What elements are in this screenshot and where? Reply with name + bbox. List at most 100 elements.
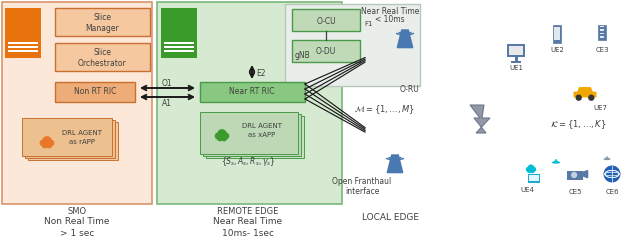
Circle shape — [531, 169, 534, 173]
Bar — [55, 82, 135, 102]
Bar — [8, 42, 38, 44]
Circle shape — [588, 94, 595, 101]
Bar — [528, 174, 540, 183]
Text: $\mathcal{K} = \{1,\ldots,K\}$: $\mathcal{K} = \{1,\ldots,K\}$ — [550, 119, 606, 131]
Bar — [200, 112, 298, 154]
Bar — [164, 50, 194, 52]
Circle shape — [223, 133, 229, 139]
Text: DRL AGENT: DRL AGENT — [62, 130, 102, 136]
Text: interface: interface — [345, 186, 379, 195]
Circle shape — [526, 167, 531, 172]
Circle shape — [40, 140, 46, 146]
Bar — [598, 25, 605, 40]
Text: UE1: UE1 — [509, 65, 523, 71]
Text: A1: A1 — [162, 99, 172, 108]
Text: as rAPP: as rAPP — [69, 139, 95, 145]
Circle shape — [555, 159, 557, 161]
Bar — [285, 4, 420, 86]
Text: SMO: SMO — [67, 207, 86, 216]
Bar — [553, 25, 561, 43]
Text: $\{S_s, A_s, R_s, \gamma_s\}$: $\{S_s, A_s, R_s, \gamma_s\}$ — [221, 154, 275, 167]
Bar — [157, 2, 342, 204]
Circle shape — [532, 167, 536, 172]
Polygon shape — [387, 155, 403, 173]
Text: UE2: UE2 — [550, 47, 564, 53]
Text: > 1 sec: > 1 sec — [60, 228, 94, 237]
Bar — [529, 175, 539, 181]
Bar — [554, 27, 560, 40]
Polygon shape — [583, 171, 588, 178]
Bar — [515, 57, 518, 61]
Text: CE3: CE3 — [595, 47, 609, 53]
Circle shape — [527, 169, 532, 173]
Text: REMOTE EDGE: REMOTE EDGE — [218, 207, 278, 216]
Text: Near RT RIC: Near RT RIC — [229, 88, 275, 96]
Bar — [511, 61, 521, 62]
Text: Slice
Manager: Slice Manager — [85, 13, 119, 33]
Text: Near Real Time: Near Real Time — [213, 217, 283, 226]
Text: O-DU: O-DU — [316, 48, 336, 57]
Bar — [55, 8, 150, 36]
Text: E2: E2 — [256, 69, 266, 78]
Text: DRL AGENT: DRL AGENT — [242, 123, 282, 129]
Text: Near Real Time: Near Real Time — [361, 7, 419, 16]
Circle shape — [221, 135, 227, 141]
Circle shape — [42, 142, 48, 148]
Text: F1: F1 — [364, 21, 372, 27]
Text: LOCAL EDGE: LOCAL EDGE — [362, 214, 419, 223]
Text: UE7: UE7 — [593, 105, 607, 111]
Circle shape — [604, 166, 620, 182]
Bar — [509, 46, 523, 55]
Circle shape — [215, 133, 221, 139]
Text: 10ms- 1sec: 10ms- 1sec — [222, 228, 274, 237]
Bar — [292, 40, 360, 62]
Bar — [5, 8, 41, 58]
Bar — [200, 82, 305, 102]
Bar — [567, 171, 583, 180]
Text: O1: O1 — [162, 80, 172, 89]
Text: < 10ms: < 10ms — [375, 16, 405, 24]
Circle shape — [528, 165, 534, 171]
Text: O-CU: O-CU — [316, 17, 336, 26]
Polygon shape — [397, 30, 413, 48]
Bar — [206, 116, 304, 158]
Text: CE6: CE6 — [605, 189, 619, 195]
Bar — [22, 118, 112, 156]
Circle shape — [571, 172, 577, 178]
Text: as xAPP: as xAPP — [248, 132, 276, 138]
Text: Slice
Orchestrator: Slice Orchestrator — [77, 48, 126, 68]
Text: Non Real Time: Non Real Time — [44, 217, 109, 226]
Text: CE5: CE5 — [568, 189, 582, 195]
Bar — [292, 9, 360, 31]
Bar — [8, 46, 38, 48]
Bar — [2, 2, 152, 204]
Bar — [28, 122, 118, 160]
Bar — [203, 114, 301, 156]
Text: gNB: gNB — [295, 51, 311, 60]
Polygon shape — [470, 105, 490, 133]
Bar — [25, 120, 115, 158]
Polygon shape — [574, 88, 596, 97]
Bar — [600, 30, 604, 33]
Circle shape — [217, 135, 223, 141]
Circle shape — [575, 94, 582, 101]
Text: $\mathcal{M} = \{1,\ldots,M\}$: $\mathcal{M} = \{1,\ldots,M\}$ — [355, 104, 415, 116]
Bar — [600, 27, 604, 29]
Circle shape — [42, 136, 51, 145]
Circle shape — [46, 142, 52, 148]
Text: O-RU: O-RU — [400, 85, 420, 94]
Text: Non RT RIC: Non RT RIC — [74, 88, 116, 96]
Circle shape — [48, 140, 54, 146]
Bar — [164, 42, 194, 44]
Bar — [8, 50, 38, 52]
Bar — [600, 26, 604, 38]
Bar — [600, 34, 604, 36]
Text: UE4: UE4 — [520, 187, 534, 193]
Bar — [55, 43, 150, 71]
Circle shape — [606, 156, 608, 158]
Circle shape — [218, 130, 227, 139]
Bar — [164, 46, 194, 48]
Bar — [507, 44, 525, 57]
Bar — [161, 8, 197, 58]
Text: Open Franthaul: Open Franthaul — [332, 177, 392, 186]
